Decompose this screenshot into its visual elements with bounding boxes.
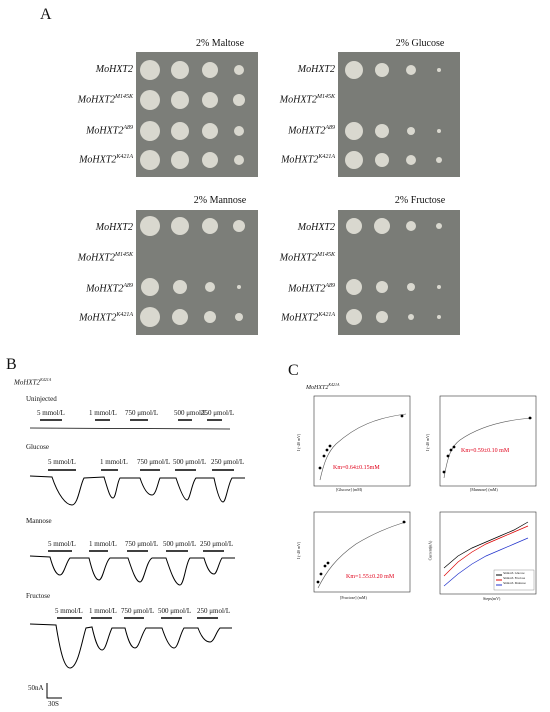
iv-plot [439,511,537,595]
conc-label: 500 μmol/L [163,540,197,548]
x-axis-label-iv: Steps(mV) [483,596,501,601]
x-axis-label-glucose: [Glucose] (mM) [336,487,363,492]
plate-maltose [136,52,258,177]
conc-label: 500 μmol/L [174,409,208,417]
x-axis-label-fructose: [Fructose] (mM) [340,595,367,600]
km-plot-fructose [313,511,411,593]
panel-b-letter: B [6,356,17,373]
conc-label: 750 μmol/L [125,540,159,548]
strain-label-k421a: MoHXT2K421A [281,312,335,324]
strain-label-a89: MoHXT2A89 [288,125,335,137]
strain-label-wt: MoHXT2 [95,222,133,233]
condition-title-fructose: 2% Fructose [394,195,446,206]
conc-label: 500 μmol/L [158,607,192,615]
conc-label: 5 mmol/L [48,540,76,548]
condition-title-maltose: 2% Maltose [195,38,245,49]
strain-label-k421a: MoHXT2K421A [79,154,133,166]
conc-label: 1 mmol/L [89,540,117,548]
conc-label: 5 mmol/L [55,607,83,615]
strain-label-m145k: MoHXT2M145K [77,252,133,264]
conc-label: 750 μmol/L [137,458,171,466]
y-axis-label-glucose: I (-40 mV) [296,433,302,452]
conc-label: 1 mmol/L [100,458,128,466]
panel-c-strain: MoHXT2K421A [306,382,340,391]
conc-label: 250 μmol/L [197,607,231,615]
km-value-glucose: Km=0.64±0.15mM [333,465,380,471]
conc-label: 250 μmol/L [200,540,234,548]
conc-label: 750 μmol/L [121,607,155,615]
iv-legend: 5mmol/L Glucose 5mmol/L Fructose 5mmol/L… [503,571,526,586]
panel-b-strain: MoHXT2K421A [14,377,52,387]
strain-label-k421a: MoHXT2K421A [281,154,335,166]
km-value-mannose: Km=0.59±0.10 mM [461,448,510,454]
y-axis-label-iv: Current(nA) [427,540,433,561]
conc-label: 5 mmol/L [37,409,65,417]
y-axis-label-mannose: I (-40 mV) [425,433,431,452]
strain-label-m145k: MoHXT2M145K [279,252,335,264]
strain-label-a89: MoHXT2A89 [86,283,133,295]
km-value-fructose: Km=1.55±0.20 mM [346,574,395,580]
condition-title-mannose: 2% Mannose [193,195,247,206]
current-traces [29,419,245,699]
plate-mannose [136,210,258,335]
conc-label: 750 μmol/L [125,409,159,417]
plate-glucose [338,52,460,177]
strain-label-m145k: MoHXT2M145K [77,94,133,106]
strain-label-wt: MoHXT2 [297,222,335,233]
y-axis-label-fructose: I (-40 mV) [296,541,302,560]
strain-label-wt: MoHXT2 [95,64,133,75]
trace-label-mannose: Mannose [26,517,52,525]
conc-label: 250 μmol/L [201,409,235,417]
strain-label-k421a: MoHXT2K421A [79,312,133,324]
conc-label: 250 μmol/L [211,458,245,466]
trace-label-uninjected: Uninjected [26,395,57,403]
km-plot-glucose [313,395,411,487]
conc-label: 5 mmol/L [48,458,76,466]
strain-label-a89: MoHXT2A89 [86,125,133,137]
plate-fructose [338,210,460,335]
x-axis-label-mannose: [Mannose] (mM) [470,487,498,492]
iv-legend-glucose: 5mmol/L Glucose [503,571,525,575]
strain-label-wt: MoHXT2 [297,64,335,75]
trace-label-fructose: Fructose [26,592,51,600]
conc-label: 1 mmol/L [89,409,117,417]
km-plot-mannose [439,395,537,487]
strain-label-a89: MoHXT2A89 [288,283,335,295]
iv-legend-mannose: 5mmol/L Mannose [503,581,526,585]
panel-a-letter: A [40,6,52,23]
scale-bar-time: 30S [48,700,59,708]
conc-label: 1 mmol/L [89,607,117,615]
conc-label: 500 μmol/L [173,458,207,466]
scale-bar-current: 50nA [28,684,44,692]
condition-title-glucose: 2% Glucose [395,38,445,49]
trace-label-glucose: Glucose [26,443,49,451]
panel-c-letter: C [288,362,299,379]
iv-legend-fructose: 5mmol/L Fructose [503,576,526,580]
strain-label-m145k: MoHXT2M145K [279,94,335,106]
